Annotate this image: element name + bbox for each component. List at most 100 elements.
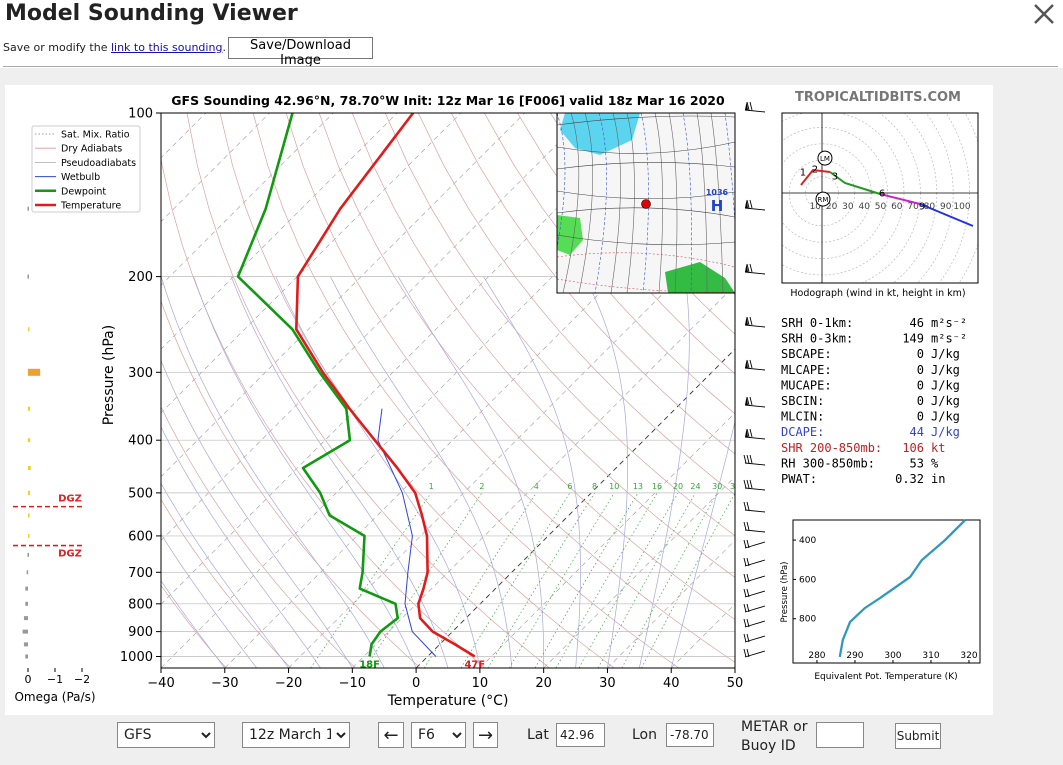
barb-tick [743, 633, 747, 643]
x-tick-label: 0 [412, 676, 420, 691]
hodograph-trace [829, 171, 881, 195]
mixing-ratio-label: 36 [730, 482, 740, 491]
stat-unit: J/kg [931, 394, 960, 408]
surface-dewpoint-label: 18F [359, 659, 380, 670]
barb-tick [743, 501, 747, 511]
map-contour [640, 113, 649, 293]
dry-adiabat [161, 155, 486, 668]
barb-flag [745, 102, 748, 110]
barb-staff [744, 462, 766, 466]
close-button[interactable] [1032, 2, 1056, 26]
barb-staff [744, 436, 766, 440]
wind-barb [743, 633, 766, 643]
station-input[interactable] [816, 722, 864, 748]
dry-adiabat [517, 113, 735, 375]
x-tick-label: −10 [339, 676, 366, 691]
omega-bar [28, 533, 30, 538]
barb-flag [745, 397, 748, 405]
dry-adiabat [161, 584, 227, 668]
barb-tick [746, 479, 750, 489]
x-tick-label: 30 [599, 676, 616, 691]
theta-e-x-label: Equivalent Pot. Temperature (K) [814, 672, 957, 682]
y-tick-label: 600 [128, 529, 153, 544]
barb-tick [746, 501, 750, 511]
wind-barb [744, 396, 766, 408]
map-contour [668, 113, 678, 293]
omega-bar [28, 406, 31, 411]
barb-tick [743, 573, 747, 583]
hodograph-ring-label: 50 [875, 202, 887, 212]
dry-adiabat [161, 405, 356, 668]
map-border [557, 252, 735, 268]
storm-motion-label: LM [820, 155, 830, 163]
barb-tick [743, 588, 747, 598]
omega-bar [26, 570, 29, 575]
x-axis-label: Temperature (°C) [387, 693, 509, 709]
barb-tick [746, 359, 750, 369]
legend-label: Sat. Mix. Ratio [61, 130, 130, 141]
map-precip [560, 113, 640, 155]
barb-staff [744, 324, 766, 328]
save-line: Save or modify the link to this sounding… [3, 41, 226, 54]
theta-e-line [838, 519, 967, 658]
pseudoadiabat [161, 533, 257, 668]
next-button[interactable]: → [473, 722, 498, 748]
stat-unit: J/kg [931, 347, 960, 361]
save-button[interactable]: Save/Download Image [228, 37, 373, 68]
mixing-ratio-label: 16 [652, 482, 662, 491]
barb-flag [745, 429, 748, 437]
barb-staff [744, 529, 766, 533]
dgz-label: DGZ [58, 549, 82, 560]
barb-staff [744, 367, 766, 371]
hodograph-ring-label: 10 [810, 202, 822, 212]
wind-barb [743, 618, 766, 628]
x-tick-label: 10 [472, 676, 489, 691]
y-tick-label: 800 [128, 597, 153, 612]
mixing-ratio-label: 24 [690, 482, 700, 491]
dry-adiabat [450, 113, 735, 455]
omega-bar [23, 642, 28, 647]
stat-name: SHR 200-850mb: [781, 441, 882, 455]
x-tick-label: 20 [535, 676, 552, 691]
omega-bar [25, 601, 28, 606]
storm-motion-label: RM [818, 196, 829, 204]
stat-value: 0 [917, 378, 924, 392]
barb-flag [745, 264, 748, 272]
legend-label: Dry Adiabats [61, 144, 122, 155]
mixing-ratio-line [508, 492, 615, 668]
wind-barb [744, 359, 766, 371]
omega-bar [28, 490, 31, 495]
omega-tick-label: −1 [47, 673, 63, 686]
barb-tick [743, 454, 747, 464]
stat-value: 53 [910, 456, 924, 470]
prev-button[interactable]: ← [378, 722, 404, 748]
hodograph-trace [919, 203, 974, 227]
mixing-ratio-line [621, 492, 718, 668]
page-title: Model Sounding Viewer [5, 1, 298, 26]
forecast-select[interactable]: F6 [411, 722, 466, 748]
lon-input[interactable] [666, 723, 714, 747]
stat-name: DCAPE: [781, 425, 824, 439]
lat-label: Lat [527, 727, 549, 743]
map-high-value: 1036 [706, 188, 729, 197]
dry-adiabat [351, 113, 735, 578]
stat-value: 106 [902, 441, 924, 455]
barb-staff [744, 109, 766, 113]
legend-label: Pseudoadiabats [61, 158, 136, 169]
dgz-label: DGZ [58, 494, 82, 505]
pseudoadiabat [161, 276, 385, 668]
sounding-link[interactable]: link to this sounding [110, 41, 223, 54]
barb-tick [746, 521, 750, 531]
barb-tick [746, 316, 750, 326]
lat-input[interactable] [556, 723, 605, 747]
dry-adiabat [285, 113, 735, 663]
model-select[interactable]: GFS [117, 722, 215, 748]
barb-tick [743, 618, 747, 628]
run-select[interactable]: 12z March 16 [242, 722, 350, 748]
map-contour [654, 113, 663, 293]
wind-barb [744, 263, 766, 275]
submit-button[interactable]: Submit [895, 723, 941, 749]
barb-flag [745, 200, 748, 208]
